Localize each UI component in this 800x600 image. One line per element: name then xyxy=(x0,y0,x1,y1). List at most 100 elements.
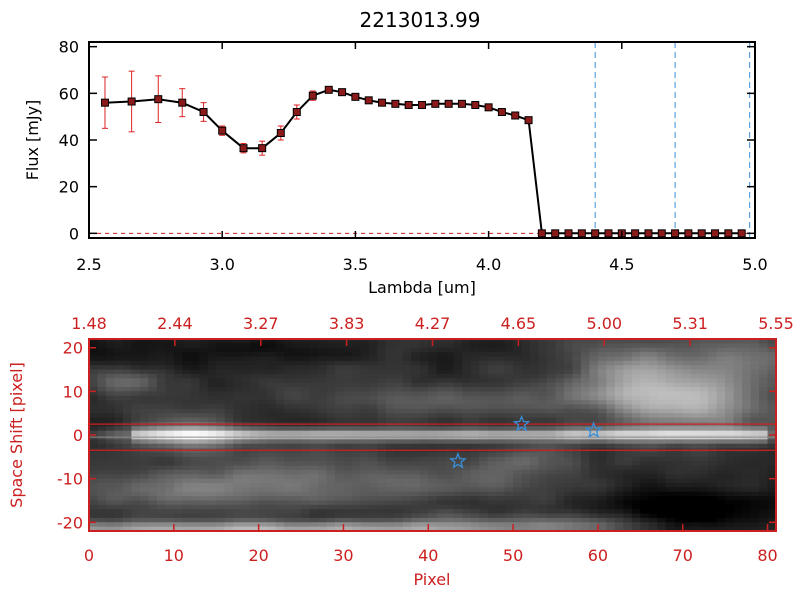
heatmap-cell xyxy=(216,373,226,379)
heatmap-cell xyxy=(122,474,133,480)
heatmap-cell xyxy=(759,356,769,362)
heatmap-cell xyxy=(504,439,514,445)
heatmap-cell xyxy=(742,452,752,458)
image-y-tick-label-4: 20 xyxy=(63,339,83,358)
heatmap-cell xyxy=(445,443,455,449)
heatmap-cell xyxy=(453,465,463,471)
heatmap-cell xyxy=(411,378,421,384)
heatmap-cell xyxy=(589,443,599,449)
heatmap-cell xyxy=(496,522,506,528)
heatmap-cell xyxy=(445,373,455,379)
heatmap-cell xyxy=(318,491,328,497)
heatmap-cell xyxy=(470,509,480,515)
heatmap-cell xyxy=(334,526,345,532)
heatmap-cell xyxy=(292,400,302,406)
heatmap-cell xyxy=(241,478,251,484)
heatmap-cell xyxy=(334,404,345,410)
heatmap-cell xyxy=(479,395,489,401)
heatmap-cell xyxy=(351,347,362,353)
heatmap-cell xyxy=(759,483,769,488)
heatmap-cell xyxy=(725,491,735,497)
heatmap-cell xyxy=(173,400,183,406)
heatmap-cell xyxy=(742,461,752,467)
heatmap-cell xyxy=(513,387,523,392)
heatmap-cell xyxy=(385,426,395,432)
heatmap-cell xyxy=(436,483,446,488)
heatmap-cell xyxy=(580,522,591,528)
heatmap-cell xyxy=(631,352,641,358)
heatmap-cell xyxy=(682,452,692,458)
heatmap-cell xyxy=(190,417,200,423)
heatmap-cell xyxy=(538,356,548,362)
heatmap-cell xyxy=(716,474,726,480)
heatmap-cell xyxy=(275,483,285,488)
image-top-tick-label-0: 1.48 xyxy=(71,314,107,333)
heatmap-cell xyxy=(419,387,429,392)
heatmap-cell xyxy=(555,369,565,375)
image-y-axis-label: Space Shift [pixel] xyxy=(7,362,26,508)
heatmap-cell xyxy=(394,347,404,353)
heatmap-cell xyxy=(648,456,658,462)
heatmap-cell xyxy=(284,369,294,375)
heatmap-cell xyxy=(114,417,124,423)
heatmap-cell xyxy=(233,426,243,432)
heatmap-cell xyxy=(267,452,277,458)
heatmap-cell xyxy=(97,373,107,379)
heatmap-cell xyxy=(284,465,294,471)
heatmap-cell xyxy=(216,491,226,497)
heatmap-cell xyxy=(318,408,328,414)
heatmap-cell xyxy=(470,408,480,414)
heatmap-cell xyxy=(640,400,650,406)
heatmap-cell xyxy=(267,426,277,432)
heatmap-cell xyxy=(275,465,285,471)
heatmap-cell xyxy=(725,395,735,401)
heatmap-cell xyxy=(445,509,455,515)
heatmap-cell xyxy=(521,356,531,362)
heatmap-cell xyxy=(699,352,709,358)
heatmap-cell xyxy=(716,469,726,475)
heatmap-cell xyxy=(385,469,395,475)
heatmap-cell xyxy=(105,517,116,523)
heatmap-cell xyxy=(258,365,268,371)
heatmap-cell xyxy=(716,522,726,528)
heatmap-cell xyxy=(759,347,769,353)
heatmap-cell xyxy=(377,456,387,462)
heatmap-cell xyxy=(173,474,183,480)
heatmap-cell xyxy=(462,461,472,467)
heatmap-cell xyxy=(699,387,709,392)
heatmap-cell xyxy=(368,469,378,475)
heatmap-cell xyxy=(301,474,311,480)
heatmap-cell xyxy=(334,352,345,358)
heatmap-cell xyxy=(173,478,183,484)
heatmap-cell xyxy=(216,483,226,488)
heatmap-cell xyxy=(504,526,514,532)
heatmap-cell xyxy=(318,369,328,375)
heatmap-cell xyxy=(470,426,480,432)
heatmap-cell xyxy=(207,343,217,349)
heatmap-cell xyxy=(453,395,463,401)
heatmap-cell xyxy=(487,356,497,362)
heatmap-cell xyxy=(182,522,192,528)
heatmap-cell xyxy=(182,465,192,471)
heatmap-cell xyxy=(708,496,718,502)
heatmap-cell xyxy=(207,347,217,353)
heatmap-cell xyxy=(402,469,412,475)
heatmap-cell xyxy=(445,517,455,523)
heatmap-cell xyxy=(284,343,294,349)
heatmap-cell xyxy=(555,474,565,480)
heatmap-cell xyxy=(462,465,472,471)
heatmap-cell xyxy=(682,391,692,397)
heatmap-cell xyxy=(343,408,353,414)
heatmap-cell xyxy=(504,369,514,375)
heatmap-cell xyxy=(682,487,692,493)
heatmap-cell xyxy=(640,517,650,523)
heatmap-cell xyxy=(224,391,234,397)
heatmap-cell xyxy=(250,382,260,388)
heatmap-cell xyxy=(368,452,378,458)
heatmap-cell xyxy=(216,404,226,410)
heatmap-cell xyxy=(156,522,166,528)
heatmap-cell xyxy=(360,347,370,353)
heatmap-cell xyxy=(207,400,217,406)
heatmap-cell xyxy=(597,478,607,484)
heatmap-cell xyxy=(716,339,726,344)
